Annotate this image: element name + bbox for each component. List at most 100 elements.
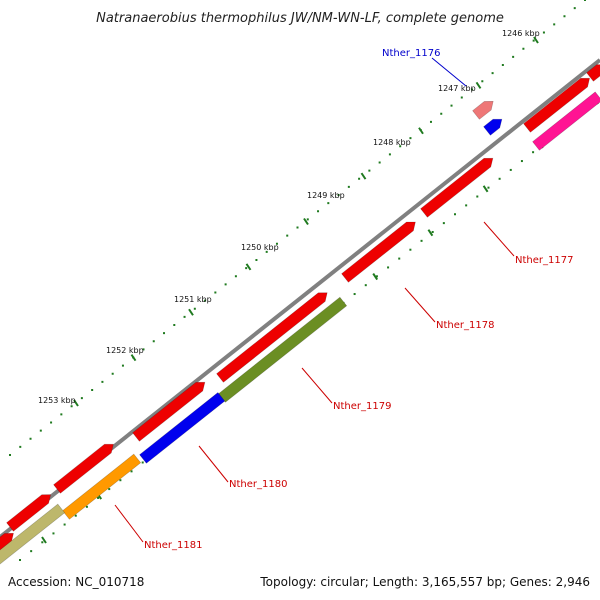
outer-guide-dot: [532, 39, 535, 42]
gene-features: [0, 64, 600, 565]
outer-guide-dot: [327, 202, 330, 205]
outer-guide-dot: [70, 405, 73, 408]
outer-guide-dot: [173, 324, 176, 326]
outer-guide-dot: [522, 47, 525, 50]
outer-guide-dot: [39, 429, 42, 432]
outer-guide-dot: [347, 185, 350, 188]
label-leader-line: [404, 287, 436, 323]
inner-guide-dot: [409, 248, 412, 251]
outer-scale-tick: [418, 127, 424, 135]
gene-label-nther-1176[interactable]: Nther_1176: [382, 48, 440, 59]
outer-scale-tick: [188, 308, 194, 316]
outer-scale-tick: [245, 263, 252, 271]
outer-scale-tick: [533, 36, 539, 44]
scale-label-1246: 1246 kbp: [502, 29, 540, 38]
inner-guide-dot: [442, 222, 445, 225]
outer-scale-tick: [130, 354, 137, 362]
inner-guide-dot: [19, 559, 21, 561]
inner-guide-dot: [52, 532, 55, 535]
outer-guide-dot: [542, 31, 545, 34]
gene-label-nther-1180[interactable]: Nther_1180: [229, 479, 287, 490]
gene-labels: Nther_1176 Nther_1177 Nther_1178 Nther_1…: [144, 48, 573, 551]
scale-label-1248: 1248 kbp: [373, 138, 411, 147]
label-leader-line: [114, 504, 144, 543]
map-title: Natranaerobius thermophilus JW/NM-WN-LF,…: [96, 11, 504, 26]
outer-guide-dot: [553, 23, 556, 26]
outer-guide-dot: [429, 120, 432, 123]
cds-red-feature: [6, 494, 52, 532]
inner-guide-dot: [97, 496, 100, 499]
cds-red-feature: [53, 443, 114, 494]
cds-red-feature: [341, 221, 416, 283]
outer-guide-dot: [255, 259, 258, 261]
outer-scale-tick: [475, 81, 482, 89]
outer-guide-dot: [245, 267, 248, 270]
inner-guide-dot: [532, 151, 535, 154]
outer-guide-dot: [306, 218, 309, 221]
outer-guide-dot: [584, 0, 586, 1]
inner-guide-dot: [30, 550, 33, 553]
outer-guide-dot: [60, 413, 63, 416]
outer-scale-tick: [303, 217, 309, 226]
inner-guide-dot: [364, 284, 367, 287]
gene-label-nther-1177[interactable]: Nther_1177: [515, 255, 573, 266]
outer-guide-dot: [193, 307, 196, 310]
gene-label-nther-1178[interactable]: Nther_1178: [436, 320, 494, 331]
accession-text: Accession: NC_010718: [8, 575, 144, 589]
inner-guide-dot: [63, 523, 66, 526]
outer-guide-dot: [388, 153, 391, 156]
outer-guide-dot: [204, 299, 207, 302]
inner-guide-dot: [476, 195, 479, 198]
label-leader-line: [198, 445, 229, 483]
outer-scale-tick: [73, 399, 79, 407]
label-leader-line: [301, 367, 333, 404]
scale-label-1253: 1253 kbp: [38, 396, 76, 405]
inner-guide-dot: [130, 470, 133, 473]
cds-red-feature: [132, 381, 206, 442]
scale-label-1247: 1247 kbp: [438, 84, 476, 93]
cds-orange-feature: [62, 453, 142, 520]
outer-guide-dot: [152, 340, 155, 343]
outer-guide-dot: [183, 315, 186, 318]
outer-guide-dot: [409, 137, 412, 140]
outer-guide-dot: [460, 96, 463, 99]
outer-guide-dot: [80, 397, 83, 400]
inner-guide-dot: [420, 239, 423, 242]
inner-guide-dot: [487, 186, 490, 189]
inner-guide-dot: [509, 168, 512, 171]
cds-blue-feature: [483, 118, 503, 136]
inner-guide-dot: [108, 488, 111, 491]
outer-guide-dot: [19, 445, 22, 448]
outer-guide-dot: [471, 88, 474, 91]
outer-guide-dot: [368, 169, 371, 172]
outer-guide-dot: [142, 348, 145, 351]
cds-red-feature: [216, 292, 328, 383]
outer-guide-dot: [50, 421, 53, 424]
gene-label-nther-1179[interactable]: Nther_1179: [333, 401, 391, 412]
genome-backbone: [0, 58, 600, 540]
outer-guide-dot: [29, 437, 32, 440]
dotted-guide-lines: [9, 0, 600, 561]
outer-guide-dot: [563, 15, 566, 18]
scale-label-1249: 1249 kbp: [307, 191, 345, 200]
outer-guide-dot: [358, 177, 361, 180]
gene-label-nther-1181[interactable]: Nther_1181: [144, 540, 202, 551]
inner-guide-dot: [41, 541, 44, 544]
scale-label-1252: 1252 kbp: [106, 346, 144, 355]
outer-guide-dot: [491, 72, 494, 75]
inner-guide-dot: [454, 213, 456, 216]
cds-magenta-feature: [532, 91, 600, 151]
inner-guide-dot: [119, 479, 122, 482]
outer-guide-dot: [163, 332, 166, 335]
inner-guide-dot: [74, 514, 77, 517]
outer-guide-dot: [296, 226, 299, 229]
inner-guide-dot: [431, 230, 434, 233]
label-leader-lines: [114, 57, 515, 543]
outer-guide-dot: [101, 380, 104, 383]
cds-khaki-feature: [0, 503, 66, 565]
cds-pink-feature: [472, 100, 494, 120]
outer-guide-dot: [275, 242, 278, 245]
cds-red-feature: [523, 77, 590, 133]
